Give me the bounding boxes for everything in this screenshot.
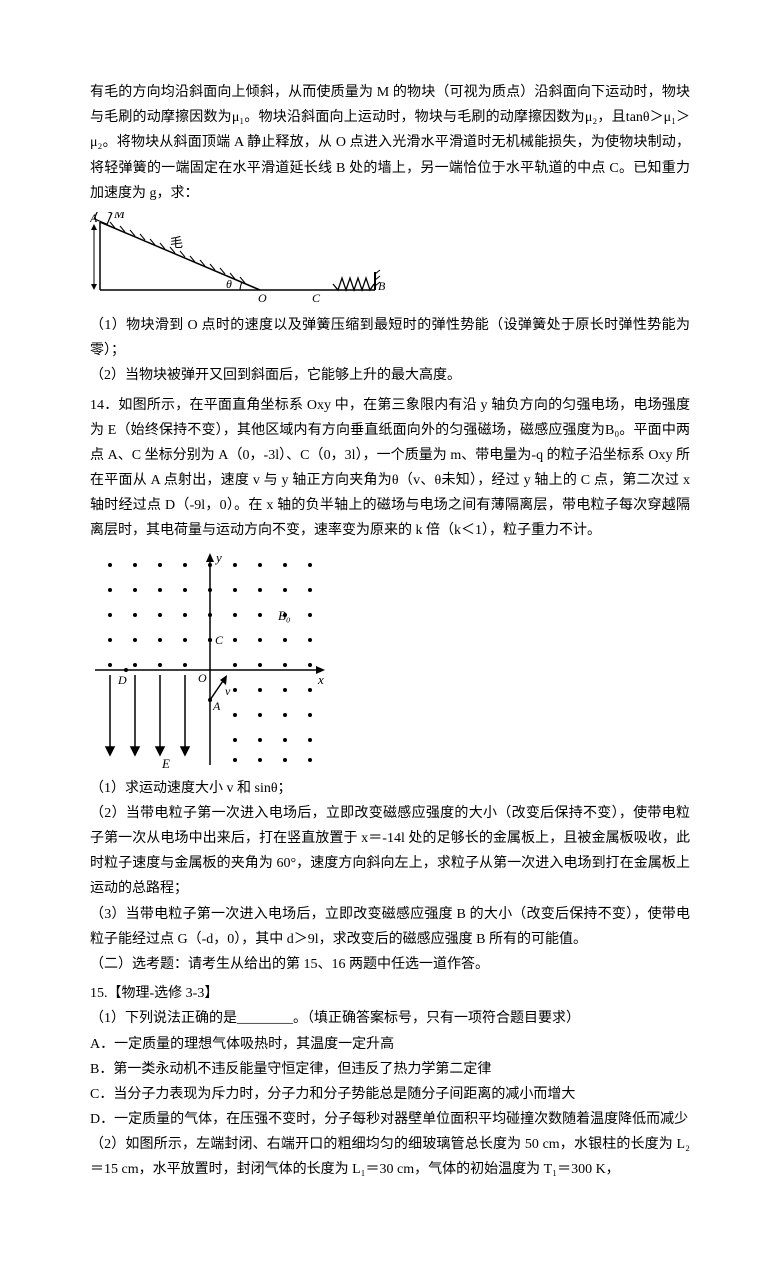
q13-sub2: （2）当物块被弹开又回到斜面后，它能够上升的最大高度。 <box>90 363 690 388</box>
q14-header: 14．如图所示，在平面直角坐标系 Oxy 中，在第三象限内有沿 y 轴负方向的匀… <box>90 393 690 544</box>
q14-sub2: （2）当带电粒子第一次进入电场后，立即改变磁感应强度的大小（改变后保持不变），使… <box>90 801 690 902</box>
q15-header: 15.【物理-选修 3-3】 <box>90 981 690 1006</box>
figure-field: y x O C A v D B₀ E <box>90 550 690 770</box>
label-x: x <box>317 672 324 687</box>
label-B0: B₀ <box>278 608 290 623</box>
q15-sub2: （2）如图所示，左端封闭、右端开口的粗细均匀的细玻璃管总长度为 50 cm，水银… <box>90 1132 690 1182</box>
label-B: B <box>378 279 386 293</box>
figure-incline: M A 毛 h θ O C B <box>90 212 690 307</box>
q15-sub1: （1）下列说法正确的是________。（填正确答案标号，只有一项符合题目要求） <box>90 1006 690 1031</box>
label-O2: O <box>198 671 207 685</box>
label-A: A <box>90 212 98 225</box>
label-v: v <box>225 684 231 698</box>
label-y: y <box>214 550 222 565</box>
label-C2: C <box>215 633 224 647</box>
q13-sub1: （1）物块滑到 O 点时的速度以及弹簧压缩到最短时的弹性势能（设弹簧处于原长时弹… <box>90 313 690 363</box>
section2-title: （二）选考题：请考生从给出的第 15、16 两题中任选一道作答。 <box>90 952 690 977</box>
q15-optB: B．第一类永动机不违反能量守恒定律，但违反了热力学第二定律 <box>90 1057 690 1082</box>
label-E: E <box>161 756 170 770</box>
label-C: C <box>312 291 321 305</box>
label-theta: θ <box>226 277 232 291</box>
q14-sub1: （1）求运动速度大小 v 和 sinθ； <box>90 776 690 801</box>
q14-sub3: （3）当带电粒子第一次进入电场后，立即改变磁感应强度 B 的大小（改变后保持不变… <box>90 902 690 952</box>
q15-optD: D．一定质量的气体，在压强不变时，分子每秒对器壁单位面积平均碰撞次数随着温度降低… <box>90 1107 690 1132</box>
label-A2: A <box>212 699 221 713</box>
label-mao: 毛 <box>170 235 183 250</box>
q15-optC: C．当分子力表现为斥力时，分子力和分子势能总是随分子间距离的减小而增大 <box>90 1082 690 1107</box>
label-D: D <box>117 673 127 687</box>
label-O: O <box>258 291 267 305</box>
q15-optA: A．一定质量的理想气体吸热时，其温度一定升高 <box>90 1032 690 1057</box>
intro-paragraph: 有毛的方向均沿斜面向上倾斜，从而使质量为 M 的物块（可视为质点）沿斜面向下运动… <box>90 80 690 206</box>
label-M: M <box>113 212 126 221</box>
